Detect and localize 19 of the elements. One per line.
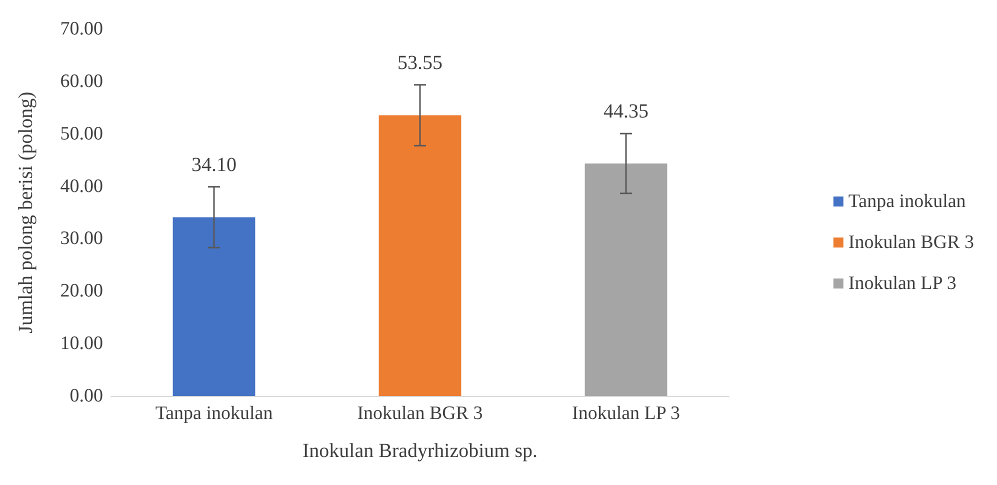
x-axis-title: Inokulan Bradyrhizobium sp. bbox=[302, 440, 538, 462]
x-tick-label: Tanpa inokulan bbox=[155, 403, 274, 424]
x-tick-label: Inokulan BGR 3 bbox=[357, 403, 483, 424]
data-label: 34.10 bbox=[192, 154, 236, 176]
y-tick-label: 20.00 bbox=[60, 280, 103, 302]
y-tick-label: 30.00 bbox=[60, 228, 103, 250]
y-axis-title: Jumlah polong berisi (polong) bbox=[15, 92, 37, 334]
y-tick-label: 0.00 bbox=[70, 386, 103, 406]
y-tick-label: 70.00 bbox=[60, 18, 103, 40]
y-tick-label: 60.00 bbox=[60, 70, 103, 92]
y-tick-label: 40.00 bbox=[60, 176, 103, 197]
data-label: 53.55 bbox=[398, 52, 442, 74]
legend-label: Inokulan BGR 3 bbox=[848, 232, 974, 253]
y-tick-label: 10.00 bbox=[60, 333, 103, 354]
data-label: 44.35 bbox=[604, 100, 648, 122]
legend-label: Tanpa inokulan bbox=[848, 191, 966, 212]
legend-label: Inokulan LP 3 bbox=[848, 273, 956, 294]
y-tick-label: 50.00 bbox=[60, 123, 103, 144]
x-tick-label: Inokulan LP 3 bbox=[572, 403, 680, 424]
